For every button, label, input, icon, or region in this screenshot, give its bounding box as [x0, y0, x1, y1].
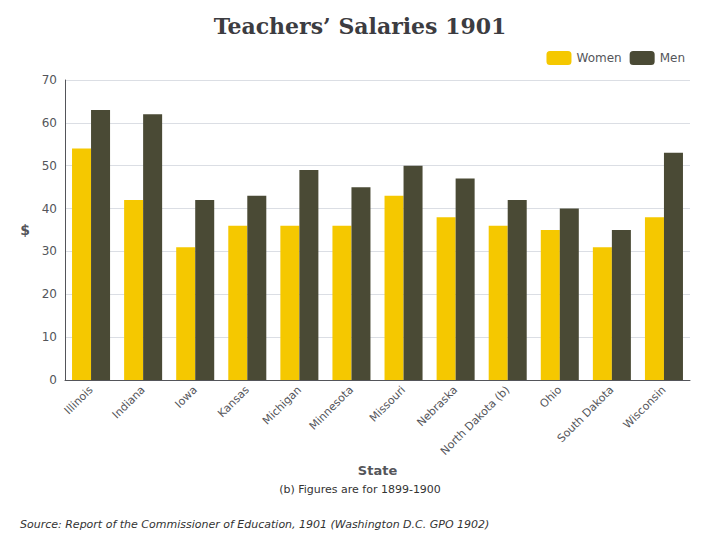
svg-text:Ohio: Ohio — [537, 383, 564, 410]
svg-text:50: 50 — [42, 159, 57, 173]
svg-text:Teachers’ Salaries 1901: Teachers’ Salaries 1901 — [214, 13, 507, 39]
svg-text:Missouri: Missouri — [367, 383, 408, 424]
svg-text:Women: Women — [576, 51, 621, 65]
svg-text:North Dakota (b): North Dakota (b) — [438, 383, 512, 457]
svg-text:20: 20 — [42, 287, 57, 301]
svg-text:70: 70 — [42, 73, 57, 87]
svg-text:Iowa: Iowa — [172, 383, 199, 410]
svg-text:Nebraska: Nebraska — [414, 383, 460, 429]
svg-text:30: 30 — [42, 244, 57, 258]
svg-text:(b) Figures are for 1899-1900: (b) Figures are for 1899-1900 — [279, 483, 441, 496]
svg-text:South Dakota: South Dakota — [555, 383, 617, 445]
svg-text:Indiana: Indiana — [110, 383, 148, 421]
svg-text:40: 40 — [42, 202, 57, 216]
svg-text:State: State — [358, 463, 398, 478]
svg-text:Kansas: Kansas — [215, 383, 252, 420]
svg-text:Michigan: Michigan — [260, 383, 304, 427]
svg-text:Wisconsin: Wisconsin — [621, 383, 669, 431]
svg-text:Minnesota: Minnesota — [307, 383, 356, 432]
svg-text:Source: Report of the Commissi: Source: Report of the Commissioner of Ed… — [20, 518, 489, 531]
svg-text:Men: Men — [660, 51, 685, 65]
svg-text:0: 0 — [49, 373, 57, 387]
svg-text:Illinois: Illinois — [62, 383, 96, 417]
svg-text:$: $ — [20, 222, 30, 238]
svg-text:60: 60 — [42, 116, 57, 130]
svg-text:10: 10 — [42, 330, 57, 344]
